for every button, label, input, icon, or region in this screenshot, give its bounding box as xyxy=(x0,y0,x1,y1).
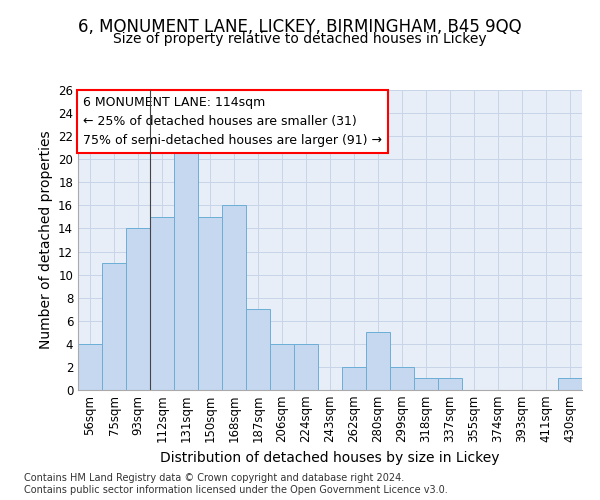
Bar xyxy=(174,148,198,390)
Y-axis label: Number of detached properties: Number of detached properties xyxy=(38,130,53,350)
Bar xyxy=(294,344,318,390)
Bar xyxy=(366,332,390,390)
Bar xyxy=(342,367,366,390)
Bar xyxy=(102,263,126,390)
X-axis label: Distribution of detached houses by size in Lickey: Distribution of detached houses by size … xyxy=(160,451,500,465)
Bar xyxy=(198,217,222,390)
Bar xyxy=(438,378,462,390)
Bar xyxy=(246,309,270,390)
Bar xyxy=(150,217,174,390)
Bar xyxy=(270,344,294,390)
Bar xyxy=(222,206,246,390)
Bar xyxy=(390,367,414,390)
Bar xyxy=(558,378,582,390)
Bar xyxy=(414,378,438,390)
Text: Contains HM Land Registry data © Crown copyright and database right 2024.
Contai: Contains HM Land Registry data © Crown c… xyxy=(24,474,448,495)
Text: Size of property relative to detached houses in Lickey: Size of property relative to detached ho… xyxy=(113,32,487,46)
Bar xyxy=(78,344,102,390)
Bar xyxy=(126,228,150,390)
Text: 6 MONUMENT LANE: 114sqm
← 25% of detached houses are smaller (31)
75% of semi-de: 6 MONUMENT LANE: 114sqm ← 25% of detache… xyxy=(83,96,382,147)
Text: 6, MONUMENT LANE, LICKEY, BIRMINGHAM, B45 9QQ: 6, MONUMENT LANE, LICKEY, BIRMINGHAM, B4… xyxy=(78,18,522,36)
